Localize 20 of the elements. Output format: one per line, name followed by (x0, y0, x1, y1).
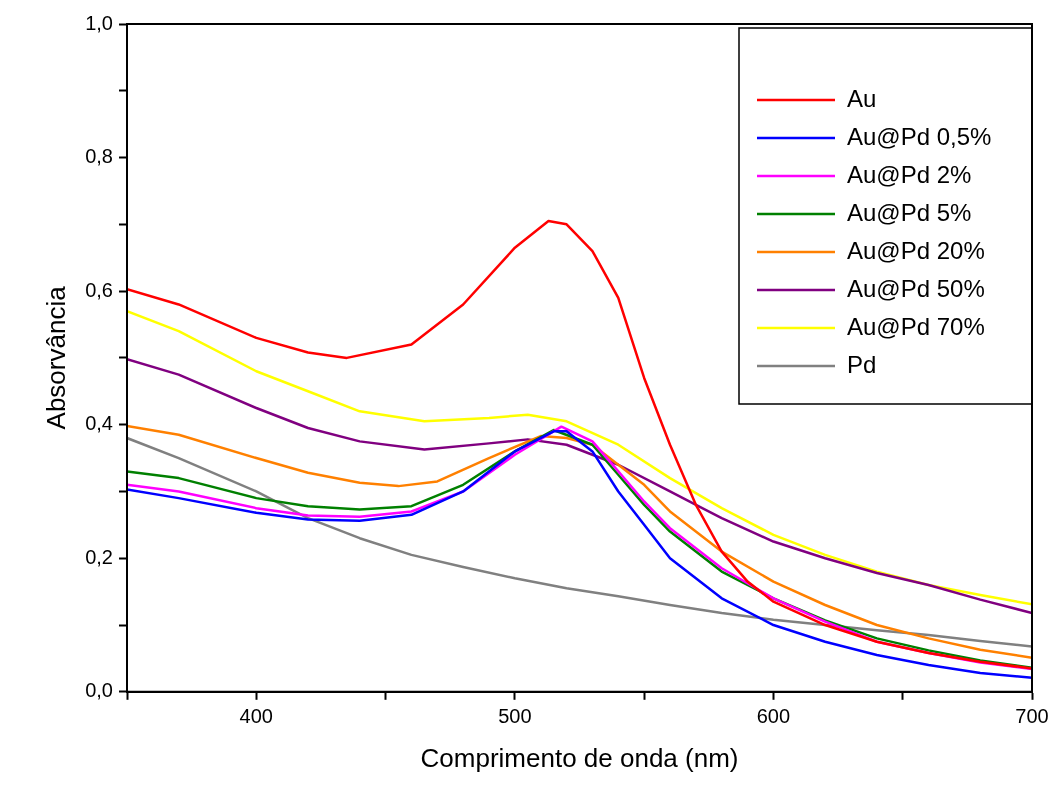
y-tick-label: 0,4 (85, 412, 113, 435)
y-tick-label: 0,8 (85, 145, 113, 168)
legend-label: Au@Pd 70% (847, 312, 985, 340)
legend-label: Au@Pd 0,5% (847, 122, 992, 150)
y-tick-label: 0,6 (85, 278, 113, 301)
y-tick-label: 0,2 (85, 545, 113, 568)
x-tick-label: 500 (498, 705, 532, 728)
y-tick-label: 1,0 (85, 11, 113, 34)
x-tick-label: 600 (756, 705, 791, 728)
x-tick-label: 700 (1015, 705, 1049, 728)
legend-label: Au@Pd 20% (847, 236, 985, 264)
legend-label: Pd (847, 350, 877, 378)
y-tick-label: 0,0 (85, 679, 113, 702)
y-axis-title: Absorvância (40, 285, 71, 430)
legend-label: Au@Pd 5% (847, 198, 972, 226)
legend-label: Au@Pd 50% (847, 274, 985, 302)
legend-label: Au@Pd 2% (847, 160, 972, 188)
x-axis-title: Comprimento de onda (nm) (420, 742, 739, 773)
x-tick-label: 400 (239, 705, 273, 728)
legend-label: Au (847, 84, 877, 112)
